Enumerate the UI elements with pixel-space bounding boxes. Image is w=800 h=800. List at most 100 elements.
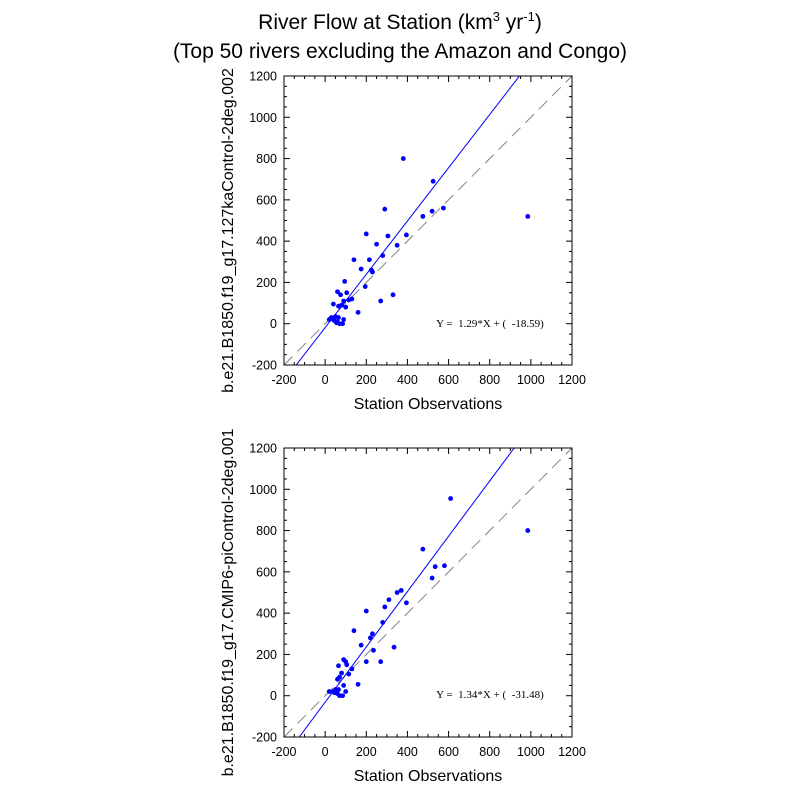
data-point	[404, 232, 409, 238]
data-point	[378, 298, 384, 304]
data-point	[343, 689, 349, 694]
data-point	[349, 666, 355, 672]
data-point	[336, 303, 341, 309]
one-to-one-reference-line	[284, 448, 572, 737]
data-point	[330, 301, 336, 307]
data-point	[385, 233, 391, 239]
x-tick-label: 600	[438, 745, 459, 759]
data-point	[398, 588, 404, 593]
data-point	[394, 242, 400, 248]
data-point	[336, 687, 341, 692]
title-superscript-minus1: -1	[523, 9, 535, 24]
title-close-paren: )	[534, 11, 542, 34]
y-tick-label: 0	[270, 317, 277, 331]
title-superscript-3: 3	[492, 9, 500, 24]
data-point	[378, 659, 384, 665]
data-point	[341, 682, 347, 688]
data-point	[394, 590, 400, 595]
data-point	[368, 635, 373, 641]
x-axis-label: Station Observations	[354, 768, 503, 785]
data-point	[442, 563, 447, 569]
data-point	[382, 604, 388, 610]
y-tick-label: -200	[252, 731, 277, 745]
y-tick-label: 1200	[249, 442, 277, 456]
data-point	[335, 289, 340, 295]
x-tick-label: 200	[356, 373, 377, 387]
x-tick-label: -200	[271, 373, 296, 387]
x-tick-label: 200	[356, 745, 377, 759]
data-point	[344, 290, 350, 296]
data-point	[429, 575, 435, 581]
data-point	[335, 676, 340, 682]
y-tick-label: 200	[256, 276, 277, 290]
data-point	[330, 689, 336, 694]
x-tick-label: 0	[322, 373, 329, 387]
data-point	[340, 321, 346, 327]
data-point	[343, 304, 349, 310]
x-tick-label: 0	[322, 745, 329, 759]
x-tick-label: 800	[479, 373, 500, 387]
data-point	[362, 284, 368, 289]
data-point	[342, 278, 348, 284]
data-point	[432, 564, 438, 570]
y-axis-label: b.e21.B1850.f19_g17.127kaControl-2deg.00…	[220, 68, 237, 393]
regression-equation-label: Y = 1.34*X + ( -31.48)	[436, 689, 544, 701]
data-point	[336, 315, 341, 320]
data-point	[346, 297, 352, 303]
data-point	[374, 241, 379, 247]
data-point	[341, 298, 347, 304]
data-point	[363, 608, 369, 614]
data-point	[448, 496, 454, 501]
x-tick-label: 400	[397, 745, 418, 759]
data-point	[355, 309, 361, 315]
data-point	[380, 253, 386, 258]
title-unit: yr	[499, 11, 524, 34]
data-point	[366, 257, 372, 263]
x-tick-label: 1000	[517, 745, 545, 759]
panel-piControl: -200 0 200 400 600 800 1000 1200 -200 0 200 400 600 8…	[220, 429, 586, 786]
data-point	[330, 317, 336, 322]
data-point	[400, 156, 406, 161]
panel-127ka: -200 0 200 400 600 800 1000 1200 -200 0 200 400 600 8…	[220, 68, 586, 413]
y-tick-label: 600	[256, 193, 277, 207]
y-tick-label: 0	[270, 689, 277, 703]
x-tick-label: -200	[271, 745, 296, 759]
data-point	[351, 628, 357, 634]
data-point	[429, 208, 435, 214]
data-point	[338, 292, 343, 298]
chart-title: River Flow at Station (km3 yr-1) (Top 50…	[0, 2, 800, 66]
data-point	[390, 292, 396, 298]
data-point	[371, 647, 376, 653]
data-point	[380, 620, 386, 625]
y-tick-label: 600	[256, 565, 277, 579]
data-point	[351, 257, 357, 263]
data-point	[343, 659, 349, 665]
data-point	[326, 689, 332, 694]
title-line-2: (Top 50 rivers excluding the Amazon and …	[172, 40, 628, 63]
x-tick-label: 1000	[517, 373, 545, 387]
y-axis-label: b.e21.B1850.f19_g17.CMIP6-piControl-2deg…	[220, 429, 237, 777]
data-point	[404, 600, 409, 606]
data-point	[334, 320, 339, 326]
y-tick-label: 800	[256, 152, 277, 166]
y-tick-label: -200	[252, 359, 277, 373]
data-point	[370, 631, 375, 637]
data-point	[340, 693, 346, 699]
data-point	[336, 663, 341, 669]
data-point	[355, 681, 361, 687]
data-point	[358, 642, 364, 648]
y-tick-label: 1200	[249, 70, 277, 84]
data-point	[363, 231, 369, 237]
data-point	[382, 206, 388, 212]
data-point	[525, 528, 531, 533]
x-tick-label: 1200	[558, 745, 586, 759]
data-point	[420, 213, 426, 219]
data-point	[341, 317, 347, 322]
y-tick-label: 400	[256, 235, 277, 249]
data-point	[420, 546, 426, 552]
y-tick-label: 800	[256, 524, 277, 538]
regression-equation-label: Y = 1.29*X + ( -18.59)	[436, 318, 544, 330]
data-point	[430, 178, 436, 184]
data-point	[441, 205, 446, 211]
